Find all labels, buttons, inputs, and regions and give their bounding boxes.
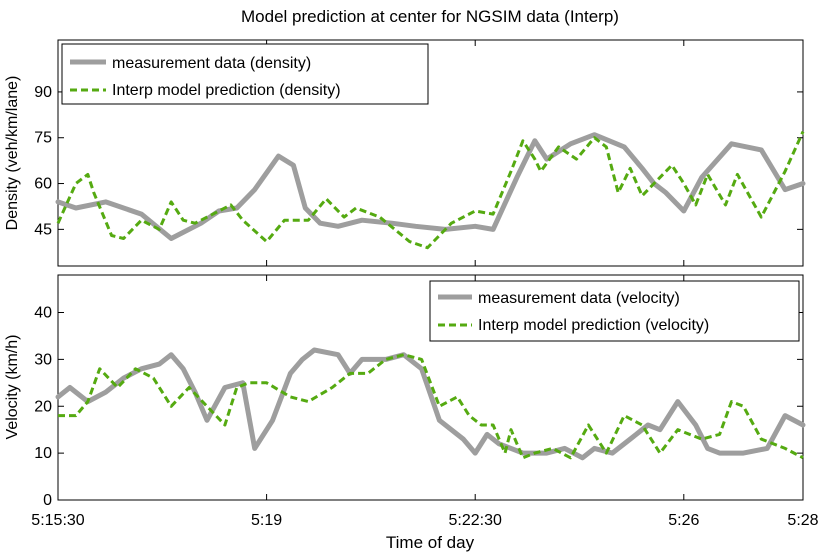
velocity-axes-box (57, 274, 804, 501)
y-tick-label: 10 (34, 445, 52, 462)
y-tick-label: 30 (34, 351, 52, 368)
density-x-tick-marks (57, 40, 804, 266)
density-y-label: Density (veh/km/lane) (4, 76, 21, 231)
velocity-legend-box (429, 280, 800, 342)
y-tick-label: 0 (43, 492, 52, 509)
density-legend-box (61, 43, 429, 105)
x-axis-label: Time of day (386, 533, 475, 552)
measurement-series-line (55, 132, 806, 241)
y-tick-label: 90 (34, 84, 52, 101)
x-tick-label: 5:26 (668, 512, 699, 529)
y-tick-label: 40 (34, 305, 52, 322)
x-tick-label: 5:15:30 (31, 512, 84, 529)
y-tick-label: 60 (34, 176, 52, 193)
prediction-series-line (56, 130, 805, 250)
velocity-lines (55, 347, 806, 461)
velocity-x-tick-marks (57, 275, 804, 500)
y-tick-label: 20 (34, 398, 52, 415)
x-tick-labels: 5:15:30 5:19 5:22:30 5:26 5:28 (31, 512, 818, 529)
velocity-y-label: Velocity (km/h) (4, 335, 21, 440)
chart-title: Model prediction at center for NGSIM dat… (241, 7, 619, 26)
velocity-y-ticks: 0 10 20 30 40 (34, 305, 803, 509)
density-axes-box (57, 39, 804, 267)
density-legend-measurement-label: measurement data (density) (112, 55, 311, 72)
density-panel: 45 60 75 90 Density (veh/km/lane) measureme… (4, 39, 806, 267)
x-tick-label: 5:28 (787, 512, 818, 529)
x-tick-label: 5:22:30 (449, 512, 502, 529)
velocity-panel: 0 10 20 30 40 Velocity (km/h) measurement da… (4, 274, 806, 509)
velocity-legend-prediction-label: Interp model prediction (velocity) (478, 317, 709, 334)
y-tick-label: 45 (34, 221, 52, 238)
velocity-legend: measurement data (velocity) Interp model… (429, 280, 800, 342)
density-legend-prediction-label: Interp model prediction (density) (112, 82, 341, 99)
prediction-series-line (58, 353, 804, 460)
density-lines (55, 130, 806, 250)
velocity-legend-measurement-label: measurement data (velocity) (478, 290, 680, 307)
density-legend: measurement data (density) Interp model … (61, 43, 429, 105)
density-y-ticks: 45 60 75 90 (34, 84, 803, 238)
x-tick-label: 5:19 (251, 512, 282, 529)
y-tick-label: 75 (34, 130, 52, 147)
measurement-series-line (55, 347, 806, 461)
